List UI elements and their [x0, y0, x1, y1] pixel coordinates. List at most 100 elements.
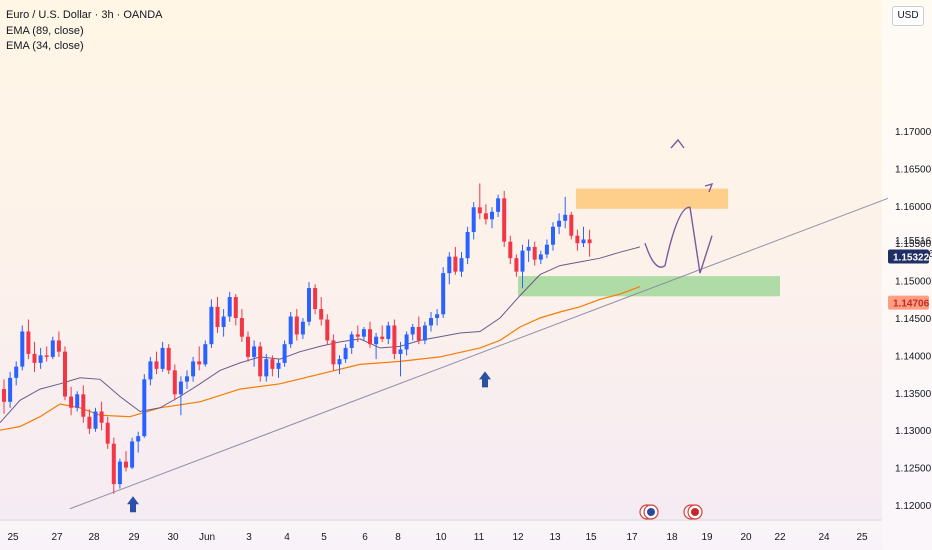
projection-path[interactable]	[644, 206, 713, 274]
candle-body[interactable]	[221, 316, 226, 327]
ema89-legend-label[interactable]: EMA (89, close)	[6, 24, 84, 37]
candle-body[interactable]	[130, 441, 135, 468]
candle-body[interactable]	[569, 214, 574, 236]
candle-body[interactable]	[56, 340, 61, 352]
symbol-title[interactable]: Euro / U.S. Dollar · 3h · OANDA	[6, 9, 163, 21]
candle-body[interactable]	[166, 347, 171, 371]
candle-body[interactable]	[258, 346, 263, 377]
candle-body[interactable]	[294, 316, 299, 335]
candle-body[interactable]	[410, 326, 415, 335]
candle-body[interactable]	[172, 370, 177, 395]
candle-body[interactable]	[154, 361, 159, 369]
candle-body[interactable]	[8, 377, 13, 402]
candle-body[interactable]	[441, 273, 446, 315]
candle-body[interactable]	[587, 239, 592, 244]
candle-body[interactable]	[26, 331, 31, 354]
candle-body[interactable]	[331, 340, 336, 365]
candle-body[interactable]	[142, 379, 147, 437]
signal-arrow-icon[interactable]	[127, 496, 139, 513]
candle-body[interactable]	[148, 361, 153, 380]
candle-body[interactable]	[2, 389, 6, 402]
candle-body[interactable]	[380, 336, 385, 339]
candle-body[interactable]	[63, 351, 67, 397]
candle-body[interactable]	[483, 213, 488, 220]
candle-body[interactable]	[203, 344, 208, 365]
resistance-zone[interactable]	[576, 188, 728, 209]
candle-body[interactable]	[14, 366, 19, 378]
candle-body[interactable]	[117, 461, 122, 485]
candle-body[interactable]	[557, 220, 562, 227]
candle-body[interactable]	[136, 436, 141, 442]
candle-body[interactable]	[111, 443, 116, 485]
candle-body[interactable]	[319, 309, 324, 320]
candle-body[interactable]	[490, 211, 494, 220]
candle-body[interactable]	[325, 319, 330, 341]
support-zone[interactable]	[518, 276, 780, 297]
trend-line[interactable]	[69, 197, 889, 510]
candle-body[interactable]	[551, 226, 555, 245]
candle-body[interactable]	[93, 411, 98, 429]
candle-body[interactable]	[44, 355, 49, 357]
candle-body[interactable]	[337, 359, 342, 365]
candle-body[interactable]	[105, 422, 110, 444]
candle-body[interactable]	[300, 321, 305, 335]
candle-body[interactable]	[581, 239, 586, 244]
candle-body[interactable]	[343, 347, 348, 360]
candle-body[interactable]	[465, 231, 470, 259]
candle-body[interactable]	[227, 297, 232, 317]
candle-body[interactable]	[81, 394, 86, 417]
candle-body[interactable]	[270, 359, 275, 369]
candle-body[interactable]	[355, 334, 360, 337]
candle-body[interactable]	[288, 316, 293, 345]
candle-body[interactable]	[508, 241, 513, 259]
candle-body[interactable]	[520, 250, 525, 272]
candle-body[interactable]	[392, 325, 397, 354]
candle-body[interactable]	[264, 359, 269, 377]
candle-body[interactable]	[69, 396, 74, 408]
ema34-legend-label[interactable]: EMA (34, close)	[6, 40, 84, 52]
candle-body[interactable]	[124, 461, 128, 468]
candle-body[interactable]	[544, 244, 549, 255]
candle-body[interactable]	[307, 288, 311, 322]
candle-body[interactable]	[459, 258, 464, 272]
candle-body[interactable]	[447, 256, 452, 274]
candle-body[interactable]	[526, 246, 531, 251]
candle-body[interactable]	[185, 376, 189, 382]
candle-body[interactable]	[282, 344, 287, 363]
candle-body[interactable]	[246, 336, 250, 357]
candle-body[interactable]	[178, 381, 183, 395]
candle-body[interactable]	[538, 254, 543, 260]
candle-body[interactable]	[563, 214, 568, 221]
candle-body[interactable]	[233, 297, 238, 318]
candle-body[interactable]	[276, 362, 281, 369]
candle-body[interactable]	[99, 411, 104, 423]
candle-body[interactable]	[191, 361, 196, 377]
candle-body[interactable]	[20, 331, 25, 367]
candle-body[interactable]	[32, 353, 37, 363]
candle-body[interactable]	[496, 198, 501, 212]
current-price-box[interactable]	[888, 249, 929, 264]
signal-arrow-icon[interactable]	[479, 371, 491, 388]
candle-body[interactable]	[471, 207, 476, 232]
candle-body[interactable]	[75, 394, 80, 408]
candle-body[interactable]	[398, 349, 403, 354]
candle-body[interactable]	[368, 329, 372, 345]
candle-body[interactable]	[160, 347, 165, 369]
candle-body[interactable]	[386, 325, 391, 339]
candle-body[interactable]	[422, 325, 427, 341]
candle-body[interactable]	[514, 258, 519, 272]
candle-body[interactable]	[313, 288, 318, 310]
price-axis-panel[interactable]	[882, 0, 932, 550]
candle-body[interactable]	[435, 314, 440, 318]
candle-body[interactable]	[215, 306, 220, 327]
candle-body[interactable]	[532, 246, 537, 260]
currency-button[interactable]: USD	[892, 6, 924, 26]
candle-body[interactable]	[38, 355, 43, 363]
candle-body[interactable]	[477, 207, 482, 214]
candle-body[interactable]	[197, 361, 202, 365]
candle-body[interactable]	[252, 346, 257, 357]
candle-body[interactable]	[404, 334, 409, 350]
candle-body[interactable]	[239, 318, 244, 337]
